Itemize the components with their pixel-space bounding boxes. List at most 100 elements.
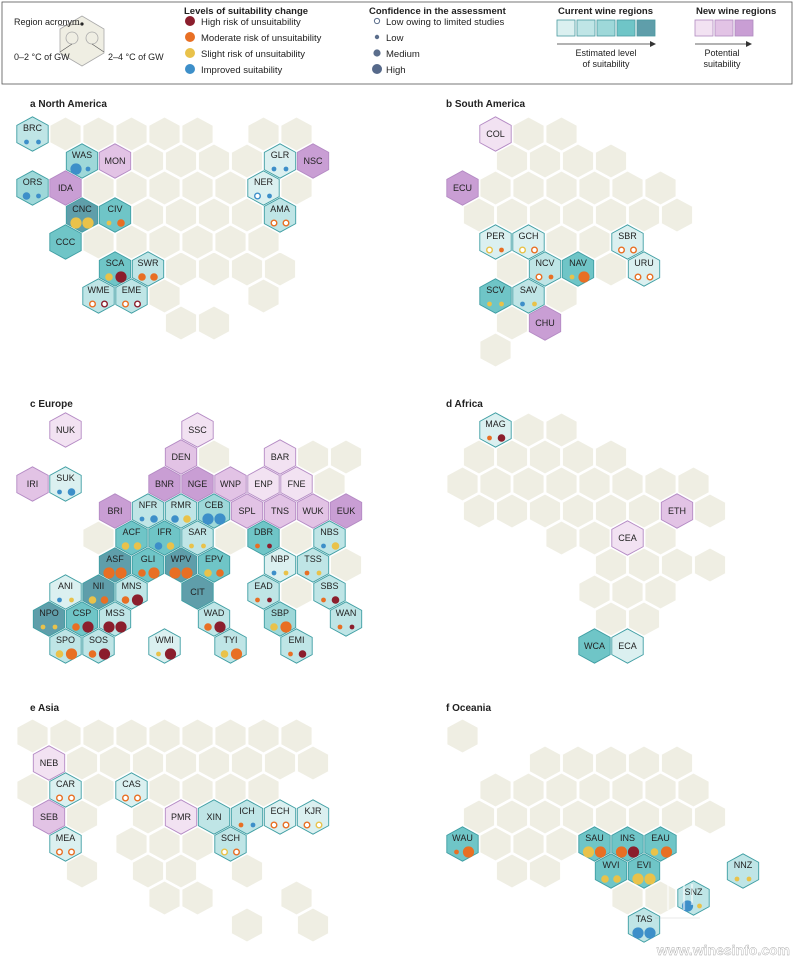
- land-hexagon: [49, 718, 82, 754]
- region-hexagon: [677, 880, 710, 916]
- region-code: CIV: [107, 204, 122, 214]
- region-epv: EPV: [197, 547, 231, 583]
- land-hexagon: [197, 745, 231, 781]
- suitability-dot: [166, 542, 175, 550]
- land-hexagon: [82, 170, 115, 206]
- region-code: ANI: [58, 581, 73, 591]
- region-code: CSP: [73, 608, 92, 618]
- region-wpv: WPV: [164, 547, 198, 583]
- region-eme: EME: [115, 278, 148, 314]
- region-code: SBR: [618, 231, 637, 241]
- legend-suitability-label: Improved suitability: [201, 65, 283, 76]
- region-hexagon: [263, 799, 297, 835]
- suitability-dot: [40, 624, 46, 630]
- land-hexagon: [660, 197, 694, 233]
- region-hexagon: [181, 574, 214, 610]
- land-hexagon: [495, 439, 529, 475]
- region-hexagon: [164, 493, 198, 529]
- region-ida: IDA: [49, 170, 82, 206]
- land-hexagon: [313, 466, 346, 502]
- legend-current-swatch: [556, 19, 576, 37]
- land-hexagon: [495, 251, 529, 287]
- suitability-dot: [201, 543, 206, 549]
- region-fne: FNE: [280, 466, 313, 502]
- suitability-dot: [133, 794, 141, 802]
- region-tss: TSS: [296, 547, 330, 583]
- land-hexagon: [329, 439, 363, 475]
- suitability-dot: [55, 650, 64, 658]
- legend-confidence-label: Low: [386, 33, 404, 44]
- region-hexagon: [561, 251, 595, 287]
- land-hexagon: [181, 224, 214, 260]
- legend-new-caption: Potential suitability: [703, 48, 741, 69]
- land-hexagon: [578, 466, 611, 502]
- suitability-dot: [270, 821, 278, 829]
- suitability-dot: [88, 300, 96, 308]
- suitability-dot: [220, 650, 229, 658]
- suitability-dot: [115, 621, 127, 633]
- panels: a North America BRC WAS MON ORS IDA CNC CIV CCC S…: [16, 99, 760, 943]
- suitability-dot: [69, 597, 74, 603]
- region-hexagon: [479, 278, 512, 314]
- suitability-dot: [36, 193, 41, 199]
- region-hexagon: [247, 520, 280, 556]
- suitability-dot: [548, 274, 554, 280]
- land-hexagon: [545, 520, 578, 556]
- suitability-dot: [282, 821, 290, 829]
- land-hexagon: [82, 520, 115, 556]
- region-code: WUK: [303, 506, 324, 516]
- region-hexagon: [479, 116, 512, 152]
- suitability-dot: [216, 569, 224, 577]
- region-eth: ETH: [660, 493, 694, 529]
- region-code: ACF: [123, 527, 142, 537]
- legend-new-arrowhead: [746, 41, 752, 47]
- region-hexagon: [528, 251, 562, 287]
- region-hexagon: [32, 799, 66, 835]
- region-tns: TNS: [263, 493, 297, 529]
- land-hexagon: [164, 305, 198, 341]
- region-code: FNE: [288, 479, 306, 489]
- suitability-dot: [88, 650, 97, 658]
- region-wvi: WVI: [594, 853, 628, 889]
- land-hexagon: [462, 493, 496, 529]
- land-hexagon: [495, 143, 529, 179]
- land-hexagon: [594, 251, 628, 287]
- region-hexagon: [197, 799, 231, 835]
- suitability-dot: [57, 489, 62, 495]
- suitability-dot: [316, 570, 322, 576]
- suitability-dot: [100, 300, 108, 308]
- suitability-dot: [454, 849, 459, 855]
- region-code: ETH: [668, 506, 686, 516]
- land-hexagon: [65, 745, 99, 781]
- region-code: NPO: [39, 608, 59, 618]
- suitability-dot: [115, 567, 127, 579]
- land-hexagon: [131, 853, 165, 889]
- suitability-dot: [220, 848, 228, 856]
- region-code: WAD: [204, 608, 225, 618]
- region-code: NBP: [271, 554, 290, 564]
- region-code: NER: [254, 177, 274, 187]
- region-code: WAN: [336, 608, 357, 618]
- suitability-dot: [164, 648, 177, 660]
- suitability-dot: [67, 488, 76, 496]
- land-hexagon: [230, 853, 264, 889]
- region-hexagon: [280, 466, 313, 502]
- region-hexagon: [446, 826, 479, 862]
- legend-confidence-dot: [373, 17, 381, 25]
- suitability-dot: [253, 192, 261, 200]
- region-code: INS: [620, 833, 635, 843]
- suitability-dot: [734, 876, 740, 882]
- land-hexagon: [545, 772, 578, 808]
- land-hexagon: [644, 880, 677, 916]
- region-code: SUK: [56, 473, 75, 483]
- region-cit: CIT: [181, 574, 214, 610]
- region-nav: NAV: [561, 251, 595, 287]
- land-hexagon: [115, 826, 148, 862]
- region-nuk: NUK: [49, 412, 82, 448]
- region-code: CCC: [56, 237, 76, 247]
- suitability-dot: [304, 570, 310, 576]
- region-hexagon: [627, 251, 661, 287]
- region-hexagon: [627, 853, 661, 889]
- region-hexagon: [49, 412, 82, 448]
- region-emi: EMI: [280, 628, 313, 664]
